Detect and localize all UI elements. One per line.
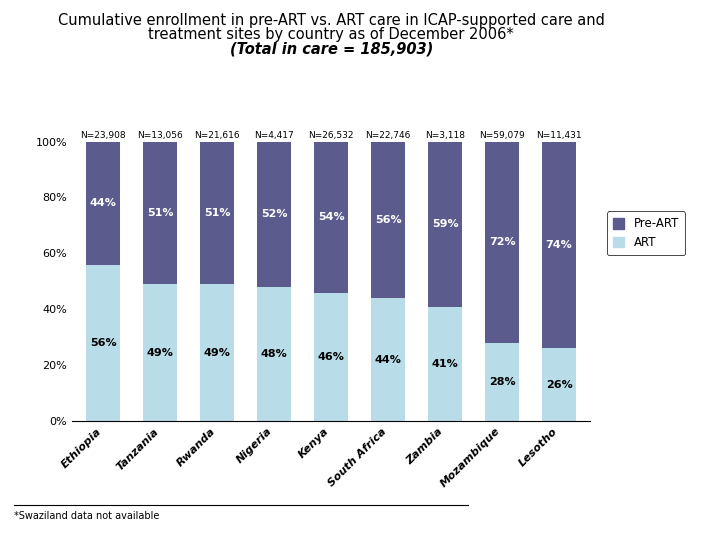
Text: 74%: 74%: [546, 240, 572, 250]
Bar: [371, 298, 405, 421]
Bar: [86, 265, 120, 421]
Bar: [257, 287, 292, 421]
Bar: [143, 141, 177, 284]
Text: 28%: 28%: [489, 377, 516, 387]
Text: *Swaziland data not available: *Swaziland data not available: [14, 511, 160, 521]
Text: N=22,746: N=22,746: [366, 131, 411, 140]
Text: 26%: 26%: [546, 380, 572, 390]
Text: 48%: 48%: [261, 349, 287, 359]
Text: 59%: 59%: [432, 219, 459, 229]
Text: treatment sites by country as of December 2006*: treatment sites by country as of Decembe…: [148, 27, 514, 42]
Text: 52%: 52%: [261, 210, 287, 219]
Text: 49%: 49%: [204, 348, 230, 357]
Text: N=3,118: N=3,118: [425, 131, 465, 140]
Bar: [314, 293, 348, 421]
Bar: [143, 284, 177, 421]
Text: N=26,532: N=26,532: [308, 131, 354, 140]
Text: 49%: 49%: [147, 348, 174, 357]
Text: N=59,079: N=59,079: [480, 131, 525, 140]
Text: 72%: 72%: [489, 237, 516, 247]
Text: N=23,908: N=23,908: [81, 131, 126, 140]
Text: 46%: 46%: [318, 352, 345, 362]
Text: Cumulative enrollment in pre-ART vs. ART care in ICAP-supported care and: Cumulative enrollment in pre-ART vs. ART…: [58, 14, 605, 29]
Bar: [86, 141, 120, 265]
Bar: [257, 141, 292, 287]
Bar: [485, 141, 519, 343]
Bar: [200, 284, 234, 421]
Text: 51%: 51%: [147, 208, 174, 218]
Text: (Total in care = 185,903): (Total in care = 185,903): [230, 41, 433, 56]
Bar: [428, 307, 462, 421]
Text: 44%: 44%: [374, 355, 402, 365]
Legend: Pre-ART, ART: Pre-ART, ART: [607, 212, 685, 255]
Text: 56%: 56%: [90, 338, 117, 348]
Text: 54%: 54%: [318, 212, 344, 222]
Text: N=21,616: N=21,616: [194, 131, 240, 140]
Bar: [314, 141, 348, 293]
Bar: [200, 141, 234, 284]
Text: N=11,431: N=11,431: [536, 131, 582, 140]
Bar: [371, 141, 405, 298]
Text: N=13,056: N=13,056: [138, 131, 183, 140]
Text: N=4,417: N=4,417: [254, 131, 294, 140]
Bar: [542, 141, 576, 348]
Bar: [428, 141, 462, 307]
Bar: [542, 348, 576, 421]
Text: 44%: 44%: [90, 198, 117, 208]
Text: 56%: 56%: [375, 215, 402, 225]
Bar: [485, 343, 519, 421]
Text: 51%: 51%: [204, 208, 230, 218]
Text: 41%: 41%: [432, 359, 459, 369]
